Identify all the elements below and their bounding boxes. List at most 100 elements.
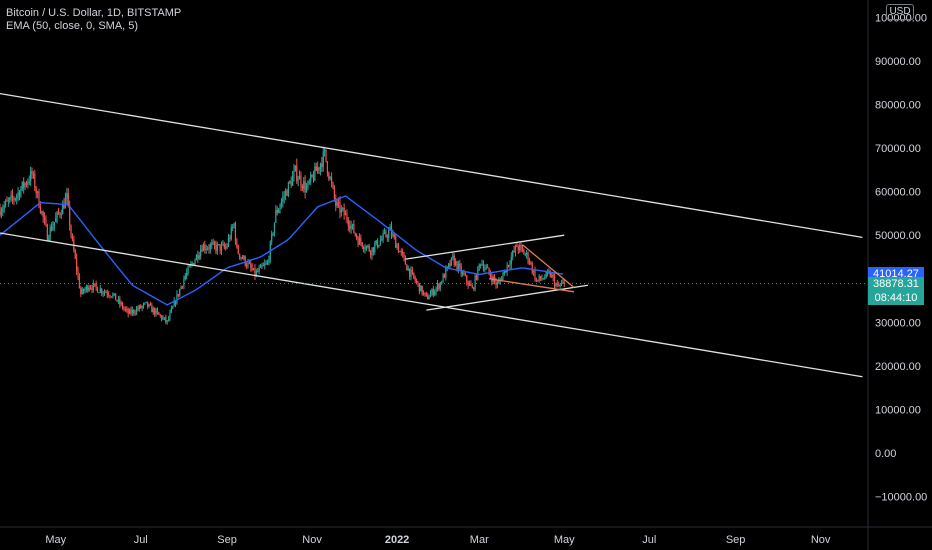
candle-body bbox=[453, 255, 455, 266]
candle-body bbox=[278, 209, 280, 213]
candle-body bbox=[422, 292, 425, 295]
candle-body bbox=[71, 236, 74, 240]
candle-body bbox=[556, 283, 558, 285]
candle-body bbox=[87, 286, 89, 291]
candle-body bbox=[212, 242, 214, 244]
candle-body bbox=[180, 286, 182, 290]
candle-body bbox=[317, 167, 319, 172]
candle-body bbox=[350, 225, 352, 229]
candle-body bbox=[539, 276, 542, 279]
candle-body bbox=[25, 183, 28, 185]
trendline bbox=[0, 92, 863, 239]
candle-body bbox=[91, 288, 93, 290]
x-tick-label: Jul bbox=[134, 534, 148, 546]
candle-body bbox=[354, 232, 356, 236]
candle-body bbox=[460, 266, 462, 274]
candle-body bbox=[130, 309, 132, 314]
trendline bbox=[522, 244, 575, 288]
trendline bbox=[488, 278, 575, 293]
candle-body bbox=[239, 253, 241, 258]
candle-body bbox=[50, 227, 53, 231]
ema-legend[interactable]: EMA (50, close, 0, SMA, 5) bbox=[6, 20, 139, 32]
candle-body bbox=[13, 198, 15, 200]
candle-body bbox=[124, 308, 126, 310]
candle-body bbox=[457, 263, 459, 270]
candle-body bbox=[404, 257, 407, 265]
candle-body bbox=[340, 208, 342, 213]
candle-body bbox=[312, 176, 315, 181]
candle-body bbox=[304, 181, 306, 192]
candle-body bbox=[289, 181, 291, 183]
currency-button[interactable]: USD bbox=[886, 4, 914, 20]
candle-body bbox=[154, 308, 156, 315]
candle-body bbox=[471, 286, 473, 288]
candle-body bbox=[78, 276, 81, 289]
candle-body bbox=[506, 265, 508, 273]
candle-body bbox=[266, 262, 269, 264]
candle-body bbox=[28, 181, 30, 183]
candle-body bbox=[275, 210, 277, 223]
y-tick-label: 10000.00 bbox=[875, 404, 921, 416]
candle-body bbox=[134, 312, 136, 314]
candle-body bbox=[282, 197, 284, 202]
candle-body bbox=[538, 276, 540, 280]
candle-body bbox=[46, 225, 48, 241]
candle-body bbox=[10, 195, 12, 198]
last-price-tag: 38878.31 bbox=[868, 276, 924, 291]
candle-body bbox=[347, 220, 349, 226]
candle-body bbox=[335, 197, 337, 206]
candle-body bbox=[517, 246, 519, 251]
candle-body bbox=[314, 166, 316, 181]
candle-body bbox=[35, 188, 37, 194]
candle-body bbox=[63, 203, 65, 209]
candle-body bbox=[88, 287, 90, 291]
candle-body bbox=[280, 201, 283, 207]
candle-body bbox=[265, 263, 267, 265]
y-tick-label: 100000.00 bbox=[875, 12, 927, 24]
candle-body bbox=[115, 293, 117, 301]
candle-body bbox=[510, 256, 512, 265]
candle-body bbox=[16, 195, 18, 199]
candle-body bbox=[484, 268, 486, 270]
candle-body bbox=[414, 277, 416, 282]
candle-body bbox=[229, 238, 231, 240]
candle-body bbox=[519, 245, 521, 251]
candle-body bbox=[503, 269, 505, 274]
candle-body bbox=[176, 294, 178, 304]
candle-body bbox=[375, 240, 377, 245]
candle-body bbox=[498, 280, 500, 284]
candle-body bbox=[360, 237, 362, 243]
candle-body bbox=[521, 247, 524, 250]
candle-body bbox=[370, 251, 372, 256]
candle-body bbox=[296, 165, 298, 181]
candle-body bbox=[109, 295, 111, 297]
candle-body bbox=[215, 245, 217, 251]
candle-body bbox=[92, 283, 94, 290]
candle-body bbox=[42, 211, 44, 218]
candle-body bbox=[31, 171, 33, 174]
candle-body bbox=[480, 264, 482, 266]
candle-body bbox=[18, 191, 21, 197]
symbol-legend[interactable]: Bitcoin / U.S. Dollar, 1D, BITSTAMP bbox=[6, 7, 182, 19]
candle-body bbox=[376, 240, 379, 247]
candle-body bbox=[489, 273, 492, 277]
candle-body bbox=[477, 266, 479, 280]
ema-line bbox=[0, 195, 563, 306]
candle-body bbox=[466, 275, 468, 283]
candle-body bbox=[400, 251, 402, 253]
x-tick-label: Sep bbox=[217, 534, 237, 546]
y-tick-label: 70000.00 bbox=[875, 143, 921, 155]
candle-body bbox=[485, 267, 487, 269]
candle-body bbox=[62, 203, 64, 215]
candle-body bbox=[318, 167, 320, 170]
candle-body bbox=[123, 308, 125, 310]
candle-body bbox=[59, 213, 61, 215]
candle-body bbox=[560, 283, 563, 286]
candle-body bbox=[513, 250, 515, 252]
candle-body bbox=[429, 293, 432, 298]
candle-body bbox=[434, 291, 436, 295]
candle-body bbox=[545, 272, 547, 278]
candle-countdown-tag: 08:44:10 bbox=[868, 290, 924, 305]
candle-body bbox=[226, 245, 228, 248]
